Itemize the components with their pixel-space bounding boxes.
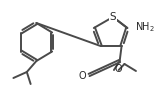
Text: NH$_2$: NH$_2$ xyxy=(135,20,155,34)
Text: S: S xyxy=(110,12,116,22)
Text: O: O xyxy=(79,71,86,81)
Text: O: O xyxy=(115,64,122,74)
